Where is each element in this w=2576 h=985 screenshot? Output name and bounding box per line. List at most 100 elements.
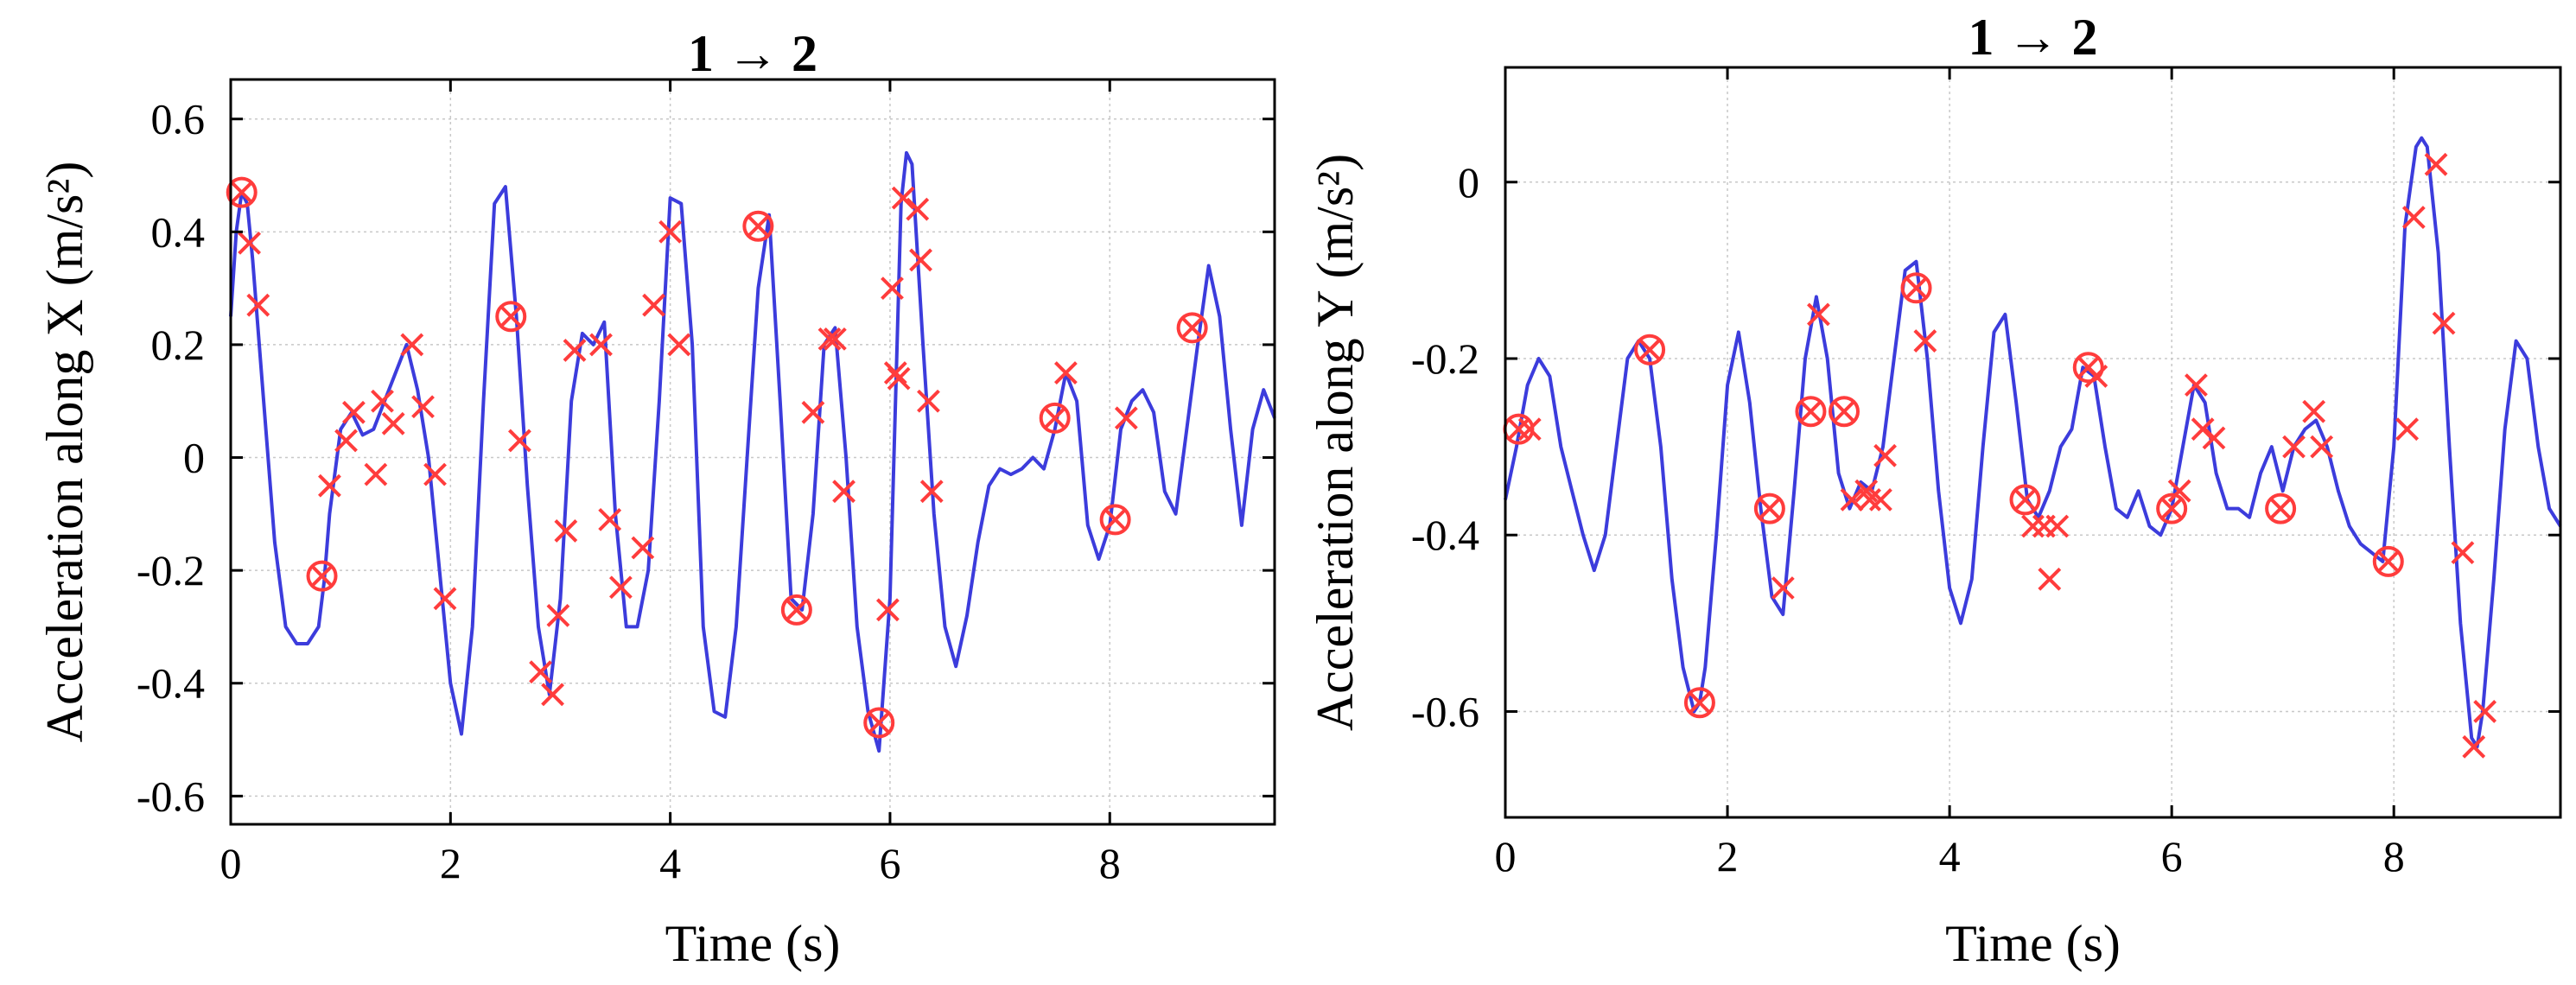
x-tick-label: 6 <box>879 839 900 887</box>
marker-ring <box>742 210 774 242</box>
marker-stroke <box>310 564 334 588</box>
x-marker <box>2473 700 2497 723</box>
marker-stroke <box>1905 276 1928 300</box>
marker-stroke <box>230 181 254 205</box>
x-marker <box>1807 302 1830 327</box>
marker-stroke <box>2038 567 2062 591</box>
marker-stroke <box>1043 406 1067 430</box>
marker-stroke <box>823 327 847 351</box>
circle-x-marker <box>2372 545 2404 577</box>
marker-stroke <box>2473 700 2497 723</box>
marker-stroke <box>400 333 424 357</box>
marker-stroke <box>2282 435 2306 459</box>
marker-stroke <box>1517 417 1542 442</box>
x-marker <box>2401 206 2426 230</box>
circle-x-marker <box>742 210 774 242</box>
x-tick-label: 0 <box>1495 832 1517 880</box>
x-marker <box>875 598 900 622</box>
axes-frame <box>1504 66 2562 819</box>
marker-stroke <box>2045 514 2070 538</box>
marker-stroke <box>919 480 944 504</box>
marker-ring <box>1039 402 1071 434</box>
x-marker <box>2462 734 2486 759</box>
x-tick-label: 0 <box>220 839 242 887</box>
x-marker <box>2167 479 2191 503</box>
marker-stroke <box>499 304 523 328</box>
marker-stroke <box>529 660 552 684</box>
marker-stroke <box>2084 364 2109 388</box>
marker-stroke <box>2302 399 2326 423</box>
y-tick-label: 0.2 <box>151 321 206 369</box>
circle-x-marker <box>1829 396 1860 428</box>
circle-x-marker <box>2009 484 2041 516</box>
x-marker <box>2045 514 2070 538</box>
marker-stroke <box>2401 206 2426 230</box>
x-marker <box>334 429 358 453</box>
marker-stroke <box>1913 329 1937 353</box>
x-marker <box>589 333 613 357</box>
plot-layer <box>1503 66 2562 819</box>
x-axis-label: Time (s) <box>1945 915 2121 972</box>
x-marker <box>881 276 904 301</box>
circle-x-marker <box>226 176 258 208</box>
x-marker <box>554 519 578 543</box>
x-marker <box>2084 364 2109 388</box>
x-marker <box>423 462 447 486</box>
marker-stroke <box>2167 479 2191 503</box>
marker-stroke <box>1638 338 1662 362</box>
marker-stroke <box>1869 487 1892 512</box>
x-marker <box>433 587 457 611</box>
x-tick-label: 8 <box>1099 839 1121 887</box>
circle-x-marker <box>780 594 812 626</box>
marker-stroke <box>1807 302 1830 327</box>
axes-frame <box>229 78 1276 826</box>
marker-ring <box>1829 396 1860 428</box>
marker-stroke <box>381 411 405 435</box>
x-marker <box>563 339 587 362</box>
x-marker <box>909 248 932 272</box>
marker-ring <box>1795 396 1827 428</box>
marker-stroke <box>246 293 270 317</box>
marker-stroke <box>423 462 447 486</box>
signal-line <box>229 150 1276 753</box>
marker-stroke <box>909 248 932 272</box>
marker-stroke <box>364 462 388 486</box>
marker-stroke <box>875 598 900 622</box>
marker-stroke <box>608 575 633 600</box>
circle-x-marker <box>1683 687 1715 719</box>
circle-x-marker <box>863 707 895 739</box>
marker-stroke <box>887 366 911 391</box>
x-marker <box>1873 443 1897 467</box>
marker-stroke <box>2159 497 2184 521</box>
x-marker <box>608 575 633 600</box>
marker-ring <box>2072 352 2104 384</box>
x-marker <box>1771 576 1795 600</box>
x-marker <box>541 683 564 707</box>
marker-stroke <box>2376 550 2401 574</box>
marker-stroke <box>1053 361 1078 384</box>
x-marker <box>801 400 825 424</box>
x-marker <box>371 389 394 413</box>
x-tick-label: 6 <box>2161 832 2183 880</box>
marker-ring <box>863 707 895 739</box>
marker-stroke <box>2202 426 2226 450</box>
x-marker <box>891 186 915 210</box>
marker-stroke <box>658 219 683 244</box>
marker-stroke <box>546 603 570 627</box>
marker-stroke <box>2185 373 2208 397</box>
marker-ring <box>306 560 338 592</box>
y-tick-label: 0 <box>1458 158 1479 207</box>
x-marker <box>246 293 270 317</box>
circle-x-marker <box>2156 492 2188 524</box>
marker-stroke <box>906 197 930 221</box>
marker-stroke <box>881 276 904 301</box>
x-marker <box>342 400 366 424</box>
circle-x-marker <box>1900 272 1932 304</box>
y-tick-label: -0.6 <box>137 772 205 820</box>
circle-x-marker <box>1634 334 1666 365</box>
x-marker <box>546 603 570 627</box>
marker-ring <box>2265 492 2297 524</box>
marker-stroke <box>817 327 842 351</box>
marker-stroke <box>541 683 564 707</box>
marker-stroke <box>1507 417 1530 442</box>
